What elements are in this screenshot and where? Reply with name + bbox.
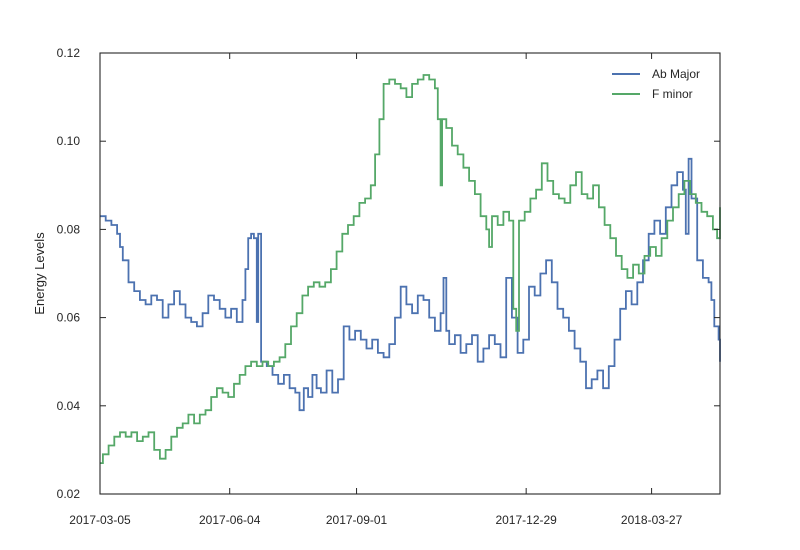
- y-tick-label: 0.04: [57, 399, 81, 413]
- y-tick-label: 0.06: [57, 311, 81, 325]
- legend-label: Ab Major: [652, 67, 700, 81]
- y-tick-label: 0.12: [57, 46, 81, 60]
- x-tick-label: 2017-03-05: [69, 513, 131, 527]
- plot-frame: [99, 52, 721, 495]
- y-tick-label: 0.08: [57, 222, 81, 236]
- x-tick-label: 2017-09-01: [326, 513, 388, 527]
- series-lines: [100, 74, 721, 464]
- y-axis-tick-labels: 0.02 0.04 0.06 0.08 0.10 0.12: [57, 46, 81, 501]
- y-axis-label: Energy Levels: [32, 232, 47, 315]
- series-line-ab-major: [100, 157, 721, 412]
- x-tick-label: 2018-03-27: [621, 513, 683, 527]
- y-tick-label: 0.02: [57, 487, 81, 501]
- y-tick-label: 0.10: [57, 134, 81, 148]
- x-axis-tick-labels: 2017-03-05 2017-06-04 2017-09-01 2017-12-29…: [69, 513, 682, 527]
- axis-ticks: [99, 52, 720, 495]
- x-tick-label: 2017-12-29: [495, 513, 557, 527]
- legend: Ab Major F minor: [612, 67, 700, 101]
- series-line-f-minor: [100, 74, 721, 464]
- legend-label: F minor: [652, 87, 693, 101]
- x-tick-label: 2017-06-04: [199, 513, 261, 527]
